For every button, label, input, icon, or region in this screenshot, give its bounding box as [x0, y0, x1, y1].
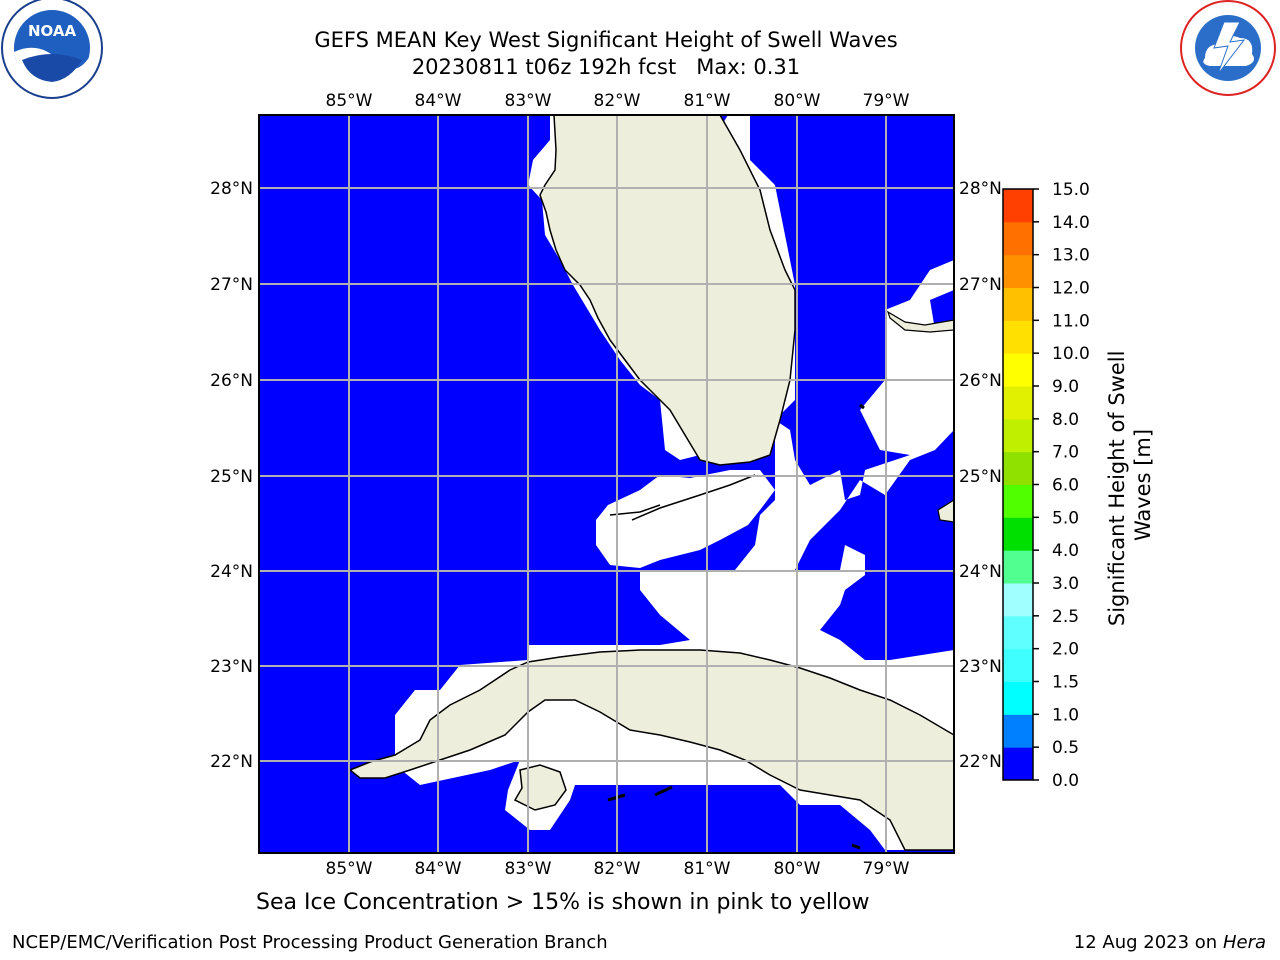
colorbar-segment: [1003, 517, 1033, 551]
florida-landmass: [539, 114, 796, 466]
colorbar-segment: [1003, 550, 1033, 584]
colorbar-segment: [1003, 254, 1033, 288]
colorbar-tick-label: 8.0: [1052, 410, 1079, 430]
lon-label-bottom: 79°W: [863, 859, 910, 879]
colorbar-tick-label: 13.0: [1052, 246, 1090, 266]
lat-label-right: 27°N: [959, 275, 1002, 295]
lon-label-top: 82°W: [594, 91, 641, 111]
lat-label-left: 23°N: [210, 657, 253, 677]
lat-label-left: 28°N: [210, 179, 253, 199]
colorbar-tick-label: 1.5: [1052, 673, 1079, 693]
lat-label-left: 26°N: [210, 371, 253, 391]
lon-label-top: 80°W: [774, 91, 821, 111]
colorbar-segment: [1003, 648, 1033, 682]
lon-label-bottom: 83°W: [505, 859, 552, 879]
footer-date-text: 12 Aug 2023 on: [1073, 932, 1218, 953]
colorbar-segment: [1003, 451, 1033, 485]
colorbar-tick-label: 2.0: [1052, 640, 1079, 660]
colorbar-tick-label: 1.0: [1052, 705, 1079, 725]
colorbar-segment: [1003, 353, 1033, 387]
noaa-logo-icon: NOAA: [1, 0, 103, 99]
colorbar-tick-label: 6.0: [1052, 476, 1079, 496]
colorbar-tick-label: 5.0: [1052, 508, 1079, 528]
lat-label-left: 24°N: [210, 562, 253, 582]
lon-label-bottom: 81°W: [684, 859, 731, 879]
colorbar-tick-label: 9.0: [1052, 377, 1079, 397]
lat-label-left: 25°N: [210, 467, 253, 487]
colorbar-segment: [1003, 583, 1033, 617]
lon-label-bottom: 84°W: [415, 859, 462, 879]
footer-host: Hera: [1222, 932, 1266, 953]
colorbar-tick-label: 14.0: [1052, 213, 1090, 233]
lat-label-left: 27°N: [210, 275, 253, 295]
colorbar-tick-label: 12.0: [1052, 279, 1090, 299]
lon-label-bottom: 82°W: [594, 859, 641, 879]
colorbar-tick-label: 0.0: [1052, 771, 1079, 791]
cuba-landmass: [348, 649, 955, 851]
latitude-labels-left: 28°N 27°N 26°N 25°N 24°N 23°N 22°N: [210, 179, 253, 772]
lon-label-top: 83°W: [505, 91, 552, 111]
lat-label-right: 22°N: [959, 752, 1002, 772]
colorbar-segment: [1003, 747, 1033, 781]
lat-label-right: 28°N: [959, 179, 1002, 199]
lat-label-right: 26°N: [959, 371, 1002, 391]
colorbar-segment: [1003, 287, 1033, 321]
lon-label-top: 81°W: [684, 91, 731, 111]
noaa-logo-text: NOAA: [28, 22, 77, 40]
colorbar-segment: [1003, 386, 1033, 420]
colorbar-tick-label: 10.0: [1052, 344, 1090, 364]
colorbar: [1002, 188, 1034, 781]
colorbar-segment: [1003, 484, 1033, 518]
footer-credit: NCEP/EMC/Verification Post Processing Pr…: [12, 932, 608, 953]
colorbar-segment: [1003, 189, 1033, 223]
colorbar-segment: [1003, 714, 1033, 748]
map-panel: [259, 114, 955, 853]
chart-title: GEFS MEAN Key West Significant Height of…: [314, 28, 898, 52]
colorbar-segment: [1003, 681, 1033, 715]
colorbar-segment: [1003, 615, 1033, 650]
lon-label-top: 79°W: [863, 91, 910, 111]
colorbar-segment: [1003, 320, 1033, 354]
colorbar-tick-label: 7.0: [1052, 443, 1079, 463]
colorbar-tick-label: 11.0: [1052, 311, 1090, 331]
lon-label-bottom: 85°W: [326, 859, 373, 879]
longitude-labels-top: 85°W 84°W 83°W 82°W 81°W 80°W 79°W: [326, 91, 910, 111]
footer-date: 12 Aug 2023 on Hera: [1074, 932, 1266, 953]
lat-label-right: 24°N: [959, 562, 1002, 582]
lat-label-left: 22°N: [210, 752, 253, 772]
colorbar-segment: [1003, 221, 1033, 256]
colorbar-tick-label: 2.5: [1052, 607, 1079, 627]
colorbar-label: Significant Height of Swell Waves [m]: [1105, 344, 1155, 626]
lon-label-top: 85°W: [326, 91, 373, 111]
chart-subtitle: 20230811 t06z 192h fcst Max: 0.31: [411, 55, 801, 79]
colorbar-tick-label: 4.0: [1052, 541, 1079, 561]
latitude-labels-right: 28°N 27°N 26°N 25°N 24°N 23°N 22°N: [959, 179, 1002, 772]
lat-label-right: 23°N: [959, 657, 1002, 677]
colorbar-tick-label: 3.0: [1052, 574, 1079, 594]
map-border: [258, 114, 955, 854]
colorbar-segment: [1003, 418, 1033, 453]
sea-ice-note: Sea Ice Concentration > 15% is shown in …: [256, 890, 870, 915]
lat-label-right: 25°N: [959, 467, 1002, 487]
lon-label-bottom: 80°W: [774, 859, 821, 879]
colorbar-tick-labels: 0.0 0.5 1.0 1.5 2.0 2.5 3.0 4.0 5.0 6.0 7.0 8.0 9.0 1…: [1033, 180, 1090, 791]
longitude-labels-bottom: 85°W 84°W 83°W 82°W 81°W 80°W 79°W: [326, 859, 910, 879]
colorbar-tick-label: 0.5: [1052, 738, 1079, 758]
colorbar-tick-label: 15.0: [1052, 180, 1090, 200]
lon-label-top: 84°W: [415, 91, 462, 111]
nws-logo-icon: [1180, 0, 1276, 96]
map-graticule: [259, 115, 954, 853]
